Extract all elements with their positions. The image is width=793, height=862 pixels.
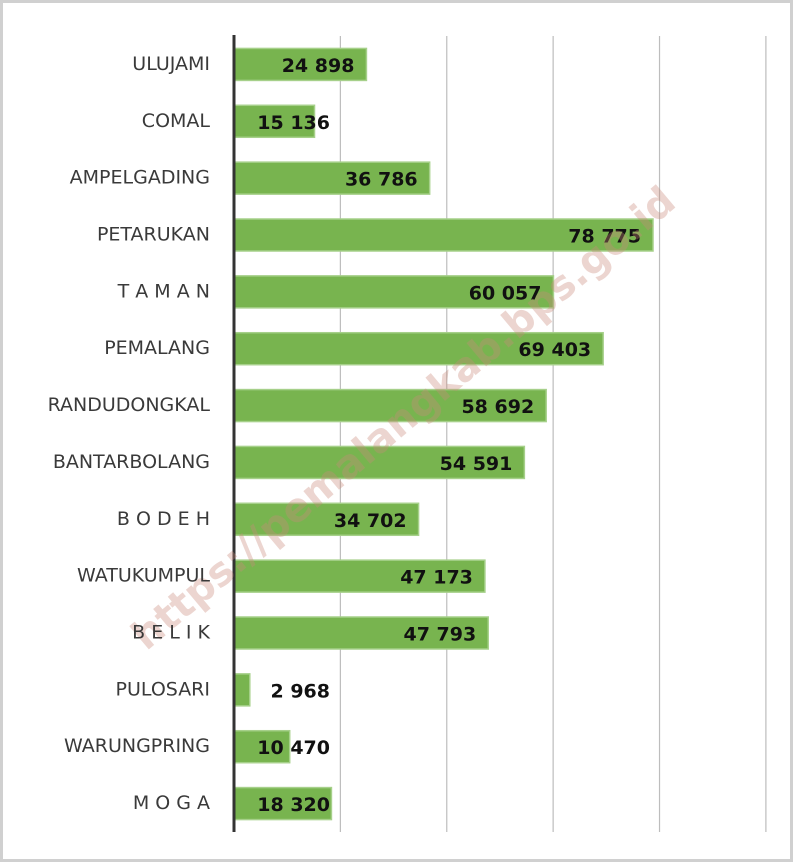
value-label: 58 692	[461, 396, 534, 418]
value-label: 54 591	[440, 453, 513, 475]
bar	[233, 275, 555, 309]
category-label: B O D E H	[117, 508, 210, 530]
category-label: PULOSARI	[116, 678, 210, 700]
category-label: B E L I K	[132, 622, 210, 644]
value-label: 15 136	[257, 112, 330, 134]
value-label: 47 173	[400, 567, 473, 589]
bar	[233, 616, 489, 650]
value-label: 18 320	[257, 794, 330, 816]
category-label: BANTARBOLANG	[53, 451, 210, 473]
value-label: 36 786	[345, 169, 418, 191]
category-label: WARUNGPRING	[64, 735, 210, 757]
bar	[233, 445, 526, 480]
category-label: PEMALANG	[104, 337, 210, 359]
bar	[233, 786, 333, 821]
category-label: WATUKUMPUL	[77, 565, 210, 587]
value-label: 10 470	[257, 737, 330, 759]
value-label: 78 775	[568, 226, 641, 248]
bar	[233, 331, 604, 366]
bar	[233, 104, 316, 139]
value-label: 34 702	[334, 510, 407, 532]
bar	[233, 559, 486, 593]
bar	[233, 161, 431, 195]
category-label: RANDUDONGKAL	[48, 394, 211, 416]
bar	[233, 673, 251, 707]
value-label: 60 057	[469, 282, 542, 304]
category-label: T A M A N	[117, 280, 210, 302]
bar	[233, 218, 654, 252]
value-label: 2 968	[271, 680, 331, 702]
value-label: 24 898	[282, 55, 355, 77]
category-label: ULUJAMI	[132, 53, 210, 75]
category-label: COMAL	[142, 110, 211, 132]
category-label: AMPELGADING	[70, 167, 210, 189]
value-label: 47 793	[403, 624, 476, 646]
category-label: M O G A	[133, 792, 210, 814]
bar	[233, 502, 420, 537]
category-label: PETARUKAN	[97, 224, 210, 246]
bars: 24 898 15 136 36 786 78 775 60 057 69 403 58 6…	[233, 47, 654, 821]
value-label: 69 403	[518, 339, 591, 361]
